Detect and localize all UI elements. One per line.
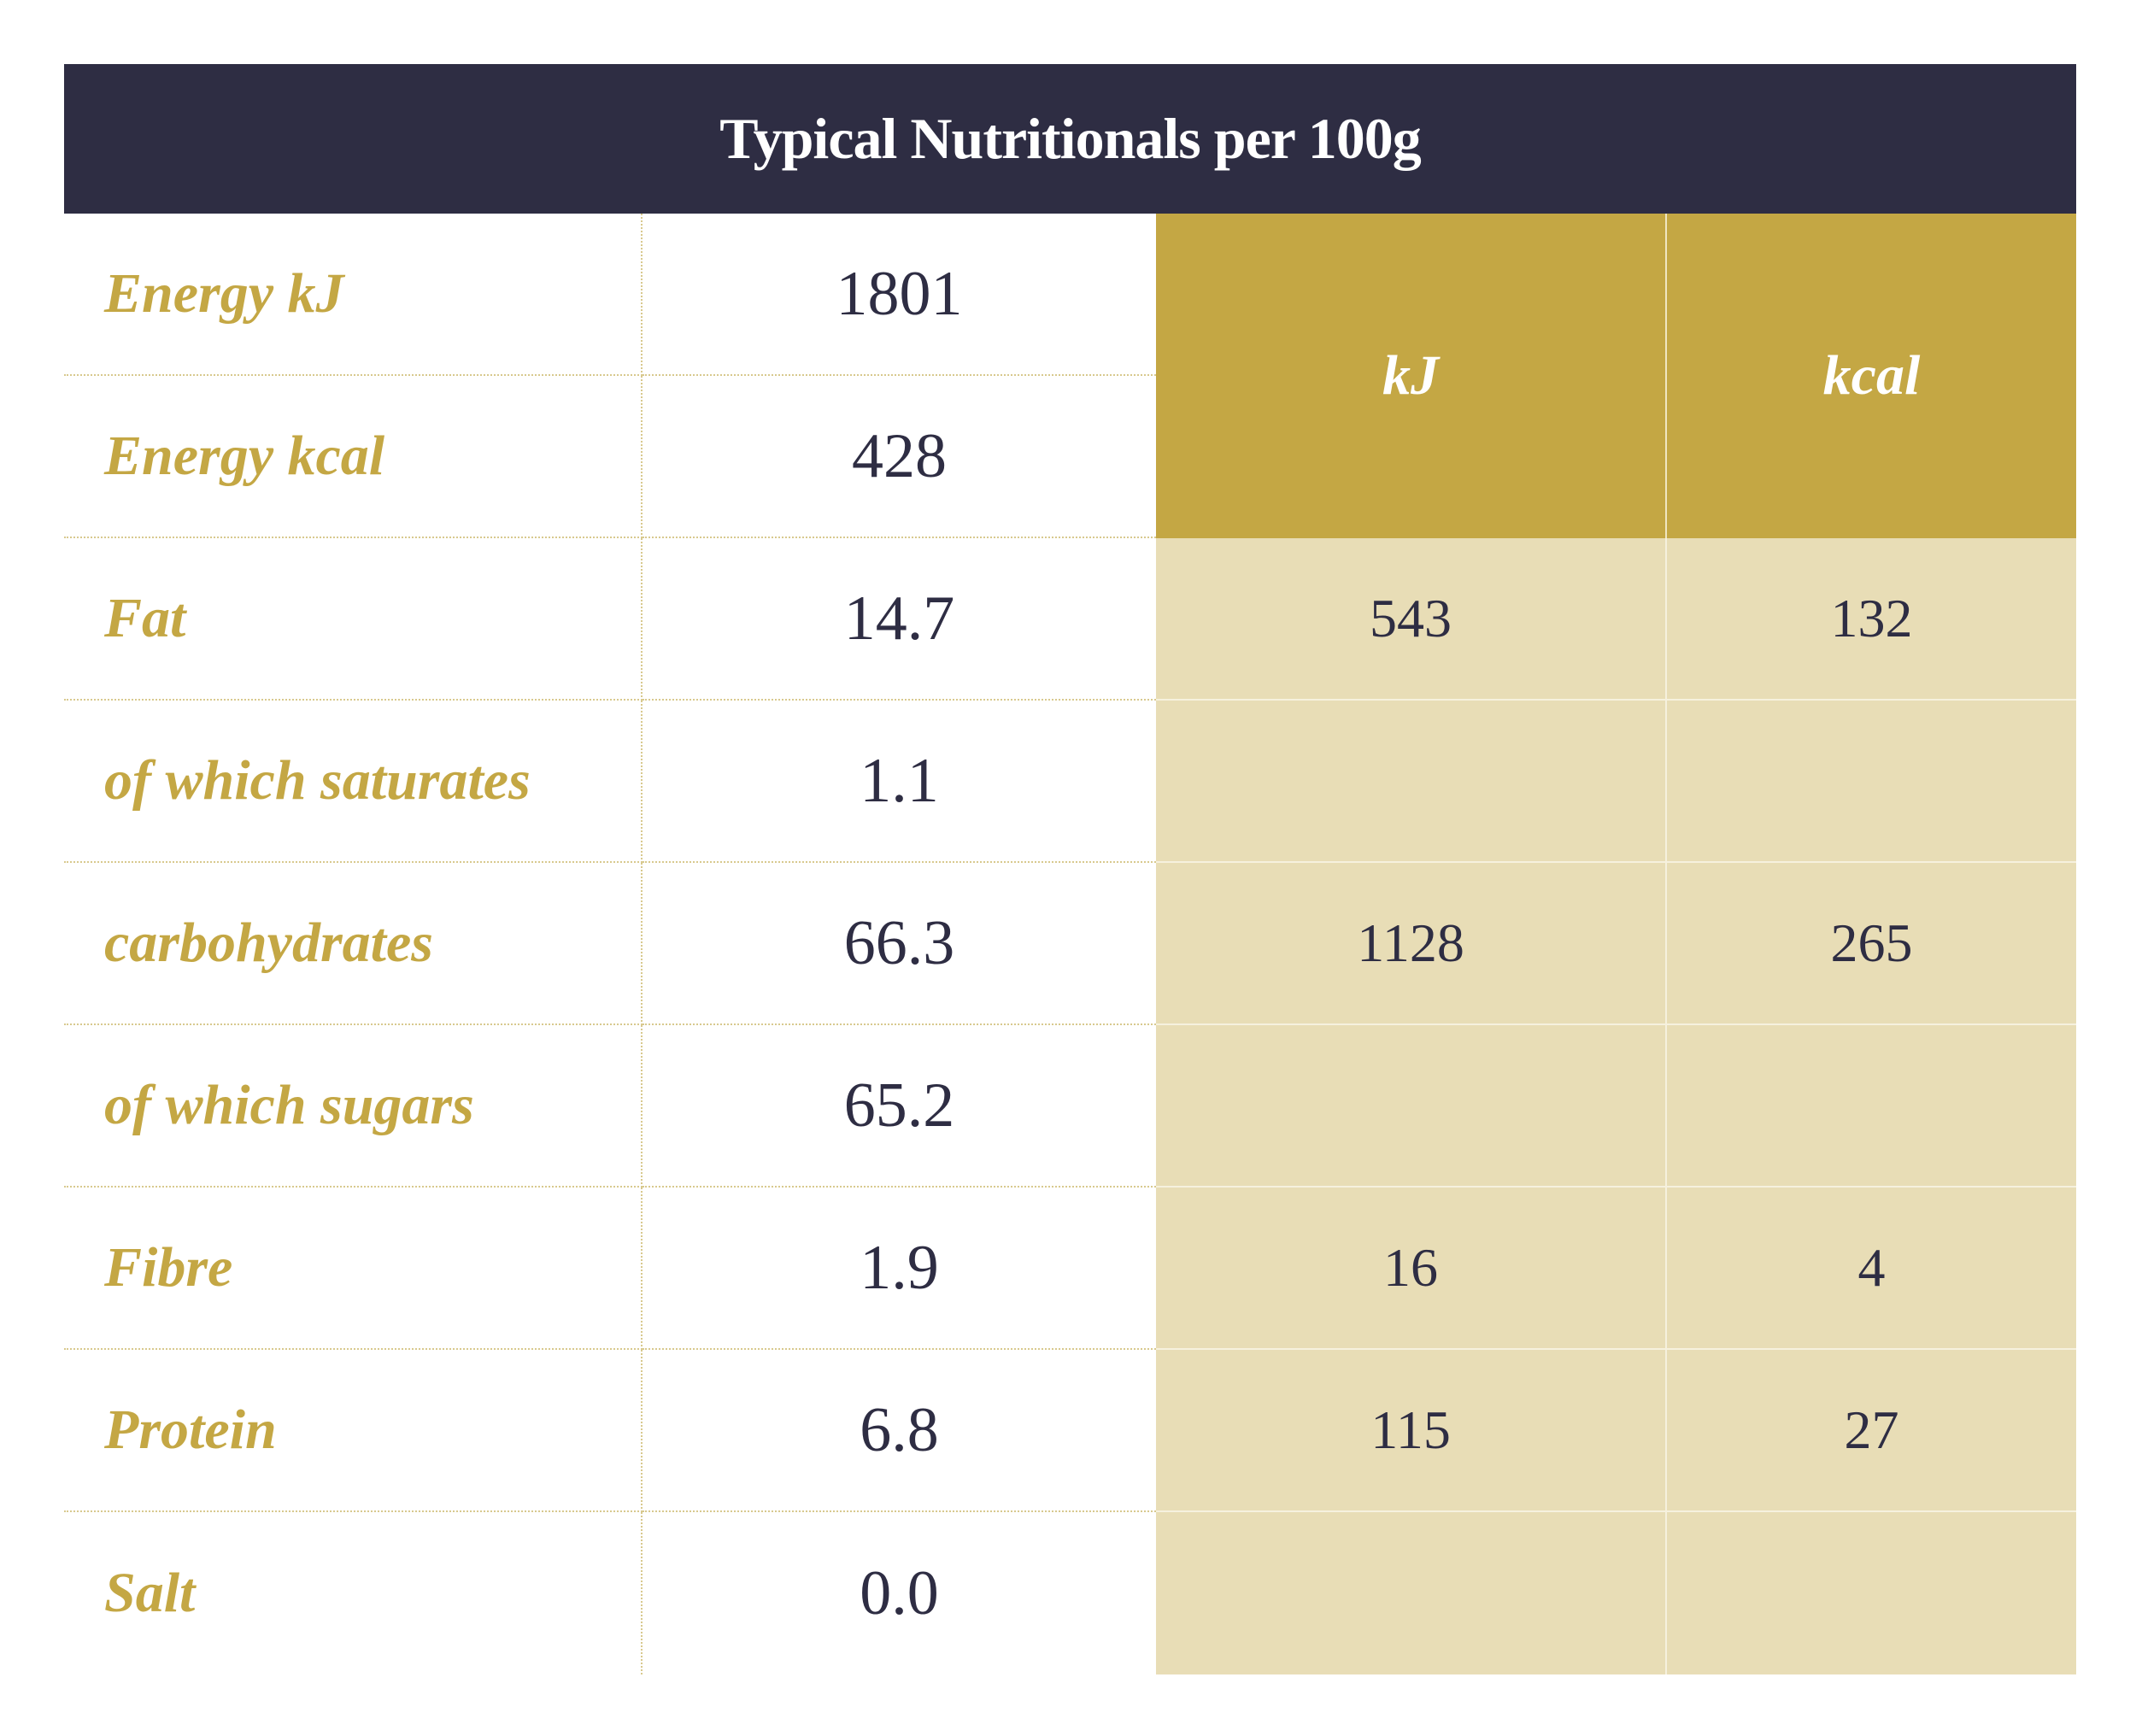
row-value-fibre: 1.9 <box>643 1188 1156 1350</box>
energy-header-kj: kJ <box>1156 214 1667 538</box>
energy-kj-saturates <box>1156 701 1667 863</box>
energy-kcal-sugars <box>1667 1025 2076 1188</box>
energy-header-kcal: kcal <box>1667 214 2076 538</box>
row-label-energy-kj: Energy kJ <box>64 214 643 376</box>
energy-kj-carbohydrates: 1128 <box>1156 863 1667 1025</box>
row-label-fibre: Fibre <box>64 1188 643 1350</box>
energy-kcal-fat: 132 <box>1667 538 2076 701</box>
energy-kcal-saturates <box>1667 701 2076 863</box>
row-label-fat: Fat <box>64 538 643 701</box>
energy-kcal-fibre: 4 <box>1667 1188 2076 1350</box>
energy-kj-fibre: 16 <box>1156 1188 1667 1350</box>
energy-kcal-carbohydrates: 265 <box>1667 863 2076 1025</box>
energy-kcal-salt <box>1667 1512 2076 1674</box>
row-label-saturates: of which saturates <box>64 701 643 863</box>
row-value-protein: 6.8 <box>643 1350 1156 1512</box>
table-title: Typical Nutritionals per 100g <box>64 64 2076 214</box>
nutrition-table: Typical Nutritionals per 100g Energy kJ … <box>64 64 2076 1674</box>
energy-kcal-protein: 27 <box>1667 1350 2076 1512</box>
row-label-carbohydrates: carbohydrates <box>64 863 643 1025</box>
row-value-sugars: 65.2 <box>643 1025 1156 1188</box>
row-value-carbohydrates: 66.3 <box>643 863 1156 1025</box>
row-value-energy-kcal: 428 <box>643 376 1156 538</box>
energy-kj-fat: 543 <box>1156 538 1667 701</box>
row-label-energy-kcal: Energy kcal <box>64 376 643 538</box>
row-value-fat: 14.7 <box>643 538 1156 701</box>
row-value-salt: 0.0 <box>860 1557 939 1628</box>
row-value-energy-kj: 1801 <box>643 214 1156 376</box>
energy-kj-sugars <box>1156 1025 1667 1188</box>
row-label-sugars: of which sugars <box>64 1025 643 1188</box>
energy-kj-protein: 115 <box>1156 1350 1667 1512</box>
row-label-salt: Salt <box>64 1512 643 1674</box>
nutrition-grid: Energy kJ 1801 Energy kcal 428 kJ kcal F… <box>64 214 2076 1674</box>
row-value-saturates: 1.1 <box>643 701 1156 863</box>
row-label-protein: Protein <box>64 1350 643 1512</box>
energy-kj-salt <box>1156 1512 1667 1674</box>
